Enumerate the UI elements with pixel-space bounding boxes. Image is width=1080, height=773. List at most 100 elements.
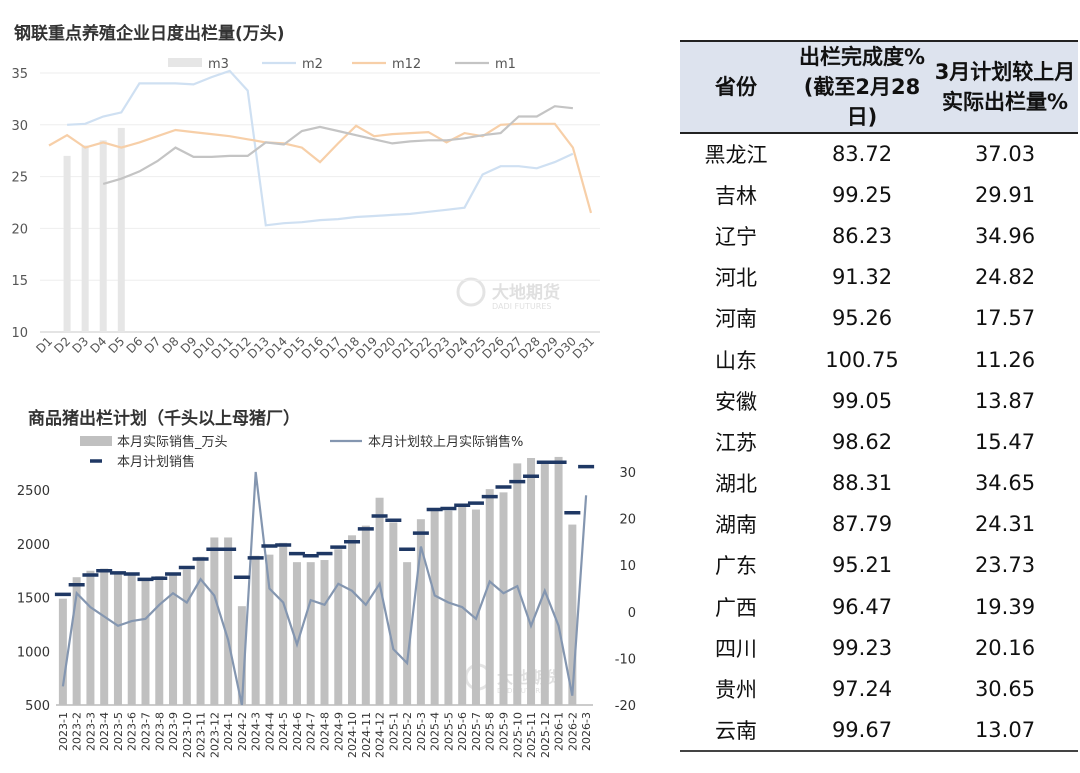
x-tick-label: 2023-2	[71, 712, 84, 751]
bar-actual-sales	[237, 606, 246, 705]
chart1-watermark: 大地期货 DADI FUTURES	[456, 277, 560, 311]
watermark-logo-icon	[456, 277, 486, 307]
x-tick-label: 2023-9	[167, 712, 180, 751]
hog-plan-chart: 商品猪出栏计划（千头以上母猪厂） 大地期货 DADI FUTURES 本月实际销…	[17, 408, 636, 758]
bar-actual-sales	[169, 573, 178, 705]
x-tick-label: 2024-2	[236, 712, 249, 751]
cell-province: 广西	[715, 595, 757, 620]
cell-completion: 95.26	[831, 306, 893, 331]
cell-plan: 17.57	[974, 306, 1036, 331]
x-tick-label: 2025-1	[387, 712, 400, 751]
bar-actual-sales	[100, 568, 109, 705]
x-tick-label: 2025-8	[484, 712, 497, 751]
chart2-title: 商品猪出栏计划（千头以上母猪厂）	[28, 408, 300, 429]
bar-actual-sales	[568, 524, 577, 705]
header-plan-line1: 3月计划较上月	[934, 60, 1076, 84]
y-left-tick-label: 1000	[17, 645, 50, 660]
bar-actual-sales	[155, 576, 164, 705]
table-row: 黑龙江 83.72 37.03	[680, 133, 1078, 174]
cell-plan: 13.07	[932, 709, 1078, 752]
cell-province: 湖北	[715, 472, 757, 497]
cell-completion: 86.23	[831, 223, 893, 248]
header-completion: 出栏完成度% (截至2月28日)	[792, 40, 932, 134]
bar-actual-sales	[375, 497, 384, 705]
x-tick-label: 2025-4	[429, 712, 442, 751]
cell-plan: 23.73	[974, 553, 1036, 578]
chart1-watermark-sub: DADI FUTURES	[492, 302, 551, 311]
y-tick-label: 35	[11, 67, 28, 82]
legend-label: m12	[392, 57, 421, 72]
y-right-tick-label: 0	[628, 606, 636, 621]
table-row: 湖北 88.31 34.65	[680, 463, 1078, 504]
y-tick-label: 30	[11, 119, 28, 134]
cell-completion: 87.79	[831, 512, 893, 537]
bar-actual-sales	[127, 572, 136, 705]
bar-actual-sales	[416, 519, 425, 705]
x-tick-label: 2024-7	[305, 712, 318, 751]
cell-province: 黑龙江	[704, 143, 768, 168]
x-tick-label: 2025-11	[525, 712, 538, 758]
x-tick-label: 2023-4	[98, 712, 111, 751]
x-tick-label: 2024-12	[374, 712, 387, 758]
bar-actual-sales	[554, 456, 563, 705]
legend-label: m1	[495, 57, 516, 72]
y-tick-label: 15	[11, 274, 28, 289]
legend-label: m3	[208, 57, 229, 72]
chart1-title: 钢联重点养殖企业日度出栏量(万头)	[14, 23, 285, 44]
bar-actual-sales	[348, 535, 357, 705]
legend-swatch	[80, 436, 112, 446]
cell-completion: 95.21	[831, 553, 893, 578]
y-right-tick-label: -20	[615, 699, 636, 714]
bar-actual-sales	[389, 522, 398, 705]
cell-province: 山东	[715, 348, 757, 373]
y-left-tick-label: 500	[25, 699, 50, 714]
cell-province: 安徽	[715, 389, 757, 414]
bar-actual-sales	[458, 506, 467, 705]
cell-province: 云南	[680, 709, 792, 752]
chart2-markers	[54, 460, 595, 597]
y-right-tick-label: 10	[619, 559, 636, 574]
x-tick-label: 2024-4	[263, 712, 276, 751]
header-completion-line2: (截至2月28日)	[803, 75, 921, 129]
x-tick-label: 2024-8	[319, 712, 332, 751]
cell-plan: 19.39	[974, 594, 1036, 619]
cell-plan: 34.96	[974, 223, 1036, 248]
x-tick-label: 2025-5	[442, 712, 455, 751]
x-tick-label: 2024-3	[250, 712, 263, 751]
bar-actual-sales	[485, 489, 494, 705]
table-row: 云南 99.67 13.07	[680, 709, 1078, 752]
series-line-m2	[67, 69, 574, 227]
legend-swatch	[168, 58, 202, 67]
bar-actual-sales	[444, 510, 453, 705]
table-row: 湖南 87.79 24.31	[680, 504, 1078, 545]
cell-province: 河北	[715, 266, 757, 291]
legend-label: 本月实际销售_万头	[117, 434, 228, 450]
cell-plan: 15.47	[974, 429, 1036, 454]
table-row: 山东 100.75 11.26	[680, 339, 1078, 380]
x-tick-label: 2023-7	[140, 712, 153, 751]
bar-actual-sales	[471, 509, 480, 705]
cell-completion: 83.72	[831, 142, 893, 167]
bar-m3	[99, 140, 107, 332]
cell-plan: 20.16	[974, 635, 1036, 660]
bar-actual-sales	[513, 463, 522, 705]
bar-actual-sales	[141, 578, 150, 705]
x-tick-label: 2023-3	[84, 712, 97, 751]
chart2-bars	[58, 456, 577, 705]
y-tick-label: 10	[11, 326, 28, 341]
table-row: 河北 91.32 24.82	[680, 257, 1078, 298]
cell-province: 贵州	[715, 678, 757, 703]
cell-plan: 34.65	[974, 471, 1036, 496]
chart2-watermark-sub: DADI FUTURES	[497, 687, 550, 695]
bar-actual-sales	[292, 562, 301, 705]
y-right-tick-label: 30	[619, 466, 636, 481]
cell-province: 吉林	[715, 183, 757, 208]
legend-label: 本月计划较上月实际销售%	[368, 434, 523, 450]
header-plan: 3月计划较上月 实际出栏量%	[932, 40, 1078, 134]
x-tick-label: 2024-5	[277, 712, 290, 751]
bar-actual-sales	[361, 525, 370, 705]
y-right-tick-label: -10	[615, 652, 636, 667]
cell-completion: 91.32	[831, 265, 893, 290]
cell-completion: 96.47	[831, 594, 893, 619]
x-tick-label: 2023-8	[153, 712, 166, 751]
